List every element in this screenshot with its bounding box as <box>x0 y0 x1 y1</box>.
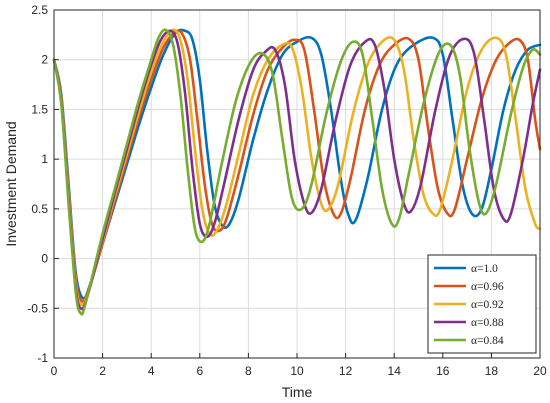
y-tick-label: 0.5 <box>31 202 48 216</box>
legend: α=1.0 α=0.96 α=0.92 α=0.88 α=0.84 <box>427 254 537 354</box>
x-axis-label: Time <box>282 384 313 400</box>
y-tick-label: -0.5 <box>27 301 48 315</box>
legend-label-1: α=0.96 <box>471 281 504 293</box>
y-tick-label: -1 <box>37 351 48 365</box>
x-tick-label: 20 <box>533 364 547 378</box>
x-tick-label: 18 <box>485 364 499 378</box>
y-tick-label: 1.5 <box>31 102 48 116</box>
x-tick-label: 12 <box>339 364 353 378</box>
x-tick-label: 10 <box>290 364 304 378</box>
legend-label-4: α=0.84 <box>471 335 504 347</box>
legend-label-0: α=1.0 <box>471 263 498 275</box>
axis-ticks: 0 2 4 6 8 10 12 14 16 18 20 -1 -0.5 0 0.5 1 1.5 2 2.5 <box>27 3 547 378</box>
x-tick-label: 8 <box>245 364 252 378</box>
series-layer <box>52 28 542 316</box>
x-tick-label: 6 <box>196 364 203 378</box>
x-tick-label: 2 <box>99 364 106 378</box>
y-tick-label: 0 <box>41 252 48 266</box>
y-tick-label: 2.5 <box>31 3 48 17</box>
x-tick-label: 16 <box>436 364 450 378</box>
x-tick-label: 14 <box>388 364 402 378</box>
series-line-4 <box>52 28 542 316</box>
x-tick-label: 0 <box>51 364 58 378</box>
x-tick-label: 4 <box>148 364 155 378</box>
legend-label-2: α=0.92 <box>471 299 504 311</box>
legend-label-3: α=0.88 <box>471 317 504 329</box>
y-tick-label: 1 <box>41 152 48 166</box>
y-tick-label: 2 <box>41 53 48 67</box>
y-axis-label: Investment Demand <box>3 121 19 246</box>
